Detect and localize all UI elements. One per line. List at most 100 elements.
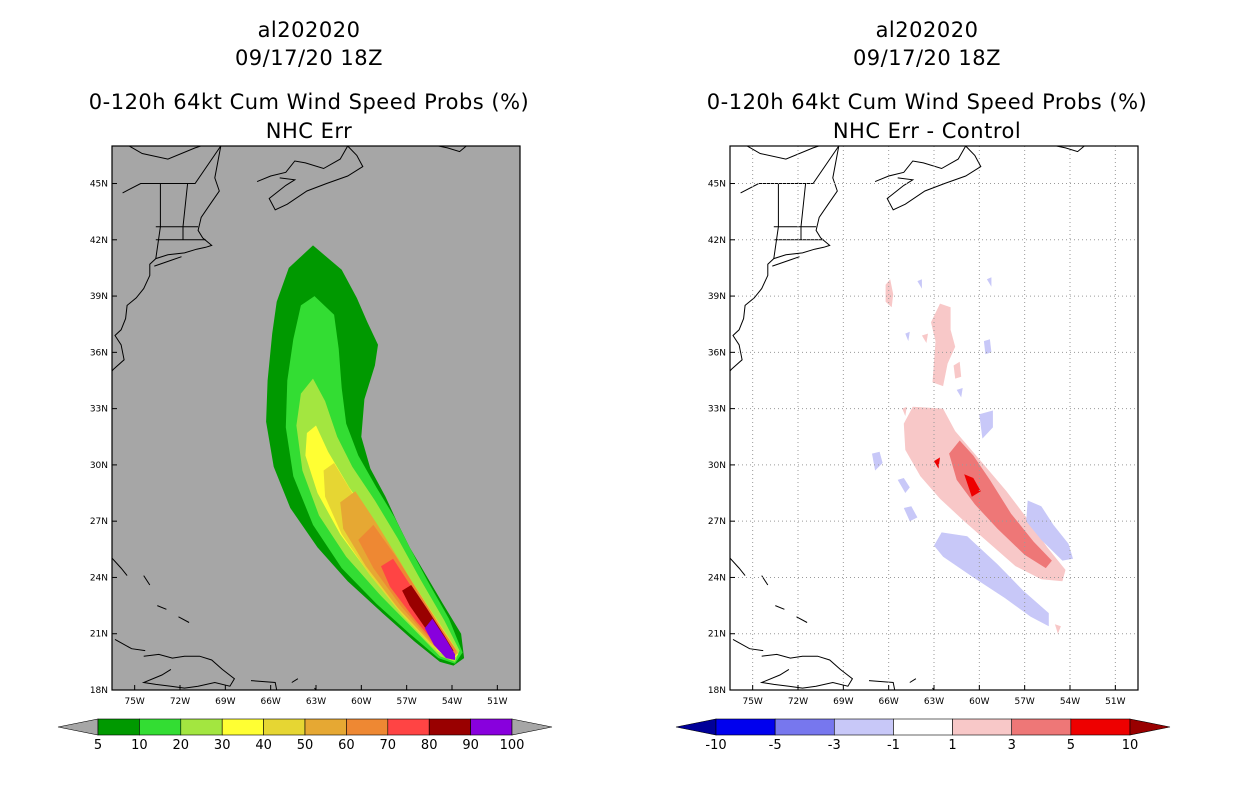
contour-neg1-12	[934, 532, 1049, 627]
probability-map: 75W 72W 69W 66W 63W 60W 57W 54W 51W 45N 42N 39N 36N 3…	[57, 145, 553, 753]
y-tick-label-3: 36N	[90, 348, 108, 358]
colorbar-box-8	[428, 718, 471, 736]
coastline-18	[909, 678, 917, 683]
x-tick-label-2: 69W	[215, 697, 235, 707]
chart-panel-nhc-err-control: al202020 09/17/20 18Z 0-120h 64kt Cum Wi…	[618, 0, 1236, 800]
coastline-2	[1053, 146, 1086, 153]
colorbar-box-2	[180, 718, 223, 736]
y-tick-label-7: 24N	[708, 573, 726, 583]
colorbar-label-5: 3	[1008, 738, 1016, 753]
contour-neg1-18	[956, 388, 963, 398]
y-tick-label-3: 36N	[708, 348, 726, 358]
y-tick-label-4: 33N	[90, 405, 108, 415]
coastline-1	[256, 146, 364, 211]
coastline-15	[732, 638, 764, 652]
chart-title: 0-120h 64kt Cum Wind Speed Probs (%)	[706, 90, 1148, 114]
coastline-10	[715, 523, 724, 562]
y-tick-label-0: 45N	[708, 180, 726, 190]
coastline-0	[128, 146, 222, 160]
colorbar-label-0: 5	[94, 738, 102, 753]
contour-3-7	[949, 440, 1052, 569]
coastline-3	[112, 146, 222, 372]
contour-10-1	[285, 296, 463, 664]
contour-1-2	[885, 279, 894, 308]
colorbar-box-6	[346, 718, 389, 736]
coastline-11	[730, 557, 746, 576]
coastline-12	[143, 575, 151, 586]
coastline-14	[178, 616, 190, 623]
x-tick-label-2: 69W	[833, 697, 853, 707]
coastline-1	[874, 146, 982, 211]
colorbar-box-0	[97, 718, 140, 736]
difference-map: 75W 72W 69W 66W 63W 60W 57W 54W 51W 45N 42N 39N 36N 3…	[675, 145, 1171, 753]
coastline-16	[759, 653, 854, 689]
contour-neg1-10	[979, 410, 993, 439]
coastline-14	[796, 616, 808, 623]
coastline-11	[112, 557, 128, 576]
coastline-19	[952, 705, 954, 709]
coastline-4	[122, 146, 222, 194]
y-tick-label-6: 27N	[90, 517, 108, 527]
colorbar-box-0	[715, 718, 776, 736]
x-tick-label-8: 51W	[1105, 697, 1125, 707]
contour-1-4	[902, 406, 907, 417]
coastline-9	[154, 256, 182, 267]
x-tick-label-0: 75W	[742, 697, 762, 707]
colorbar-label-3: -1	[887, 738, 900, 753]
y-tick-label-1: 42N	[90, 236, 108, 246]
coastline-4	[740, 146, 840, 194]
colorbar-label-10: 100	[500, 738, 525, 753]
chart-subtitle: NHC Err - Control	[832, 119, 1022, 143]
coastline-19	[334, 705, 336, 709]
contour-1-5	[1054, 624, 1061, 634]
contour-90-9	[424, 618, 455, 660]
coastline-2	[435, 146, 468, 153]
colorbar-box-1	[139, 718, 182, 736]
plot-area	[715, 146, 1138, 709]
contour-neg1-16	[983, 339, 992, 355]
coastline-18	[291, 678, 299, 683]
colorbar-label-1: 10	[131, 738, 148, 753]
coastline-9	[772, 256, 800, 267]
plot-area	[112, 146, 468, 709]
coastline-3	[730, 146, 840, 372]
contour-1-3	[953, 361, 962, 379]
x-tick-label-0: 75W	[124, 697, 144, 707]
colorbar-label-7: 10	[1122, 738, 1139, 753]
x-tick-label-1: 72W	[788, 697, 808, 707]
colorbar-label-3: 30	[214, 738, 231, 753]
colorbar-label-4: 40	[255, 738, 272, 753]
contour-neg1-15	[903, 506, 918, 522]
x-tick-label-7: 54W	[442, 697, 462, 707]
y-tick-label-4: 33N	[708, 405, 726, 415]
colorbar-box-5	[304, 718, 347, 736]
y-tick-label-1: 42N	[708, 236, 726, 246]
y-tick-label-7: 24N	[90, 573, 108, 583]
contour-neg1-14	[872, 451, 883, 471]
colorbar-high-triangle	[1129, 718, 1171, 736]
contour-neg1-13	[897, 478, 910, 493]
colorbar-box-1	[774, 718, 835, 736]
chart-panel-nhc-err: al202020 09/17/20 18Z 0-120h 64kt Cum Wi…	[57, 18, 553, 753]
date-title: 09/17/20 18Z	[234, 46, 384, 70]
contour-20-2	[296, 378, 460, 662]
coastline-0	[746, 146, 840, 160]
colorbar-label-0: -10	[705, 738, 726, 753]
coastline-16	[141, 653, 236, 689]
contour-neg1-17	[905, 331, 910, 342]
x-tick-label-1: 72W	[170, 697, 190, 707]
storm-id-title: al202020	[875, 18, 979, 42]
coastline-13	[775, 605, 785, 610]
colorbar-box-5	[1011, 718, 1072, 736]
x-tick-label-6: 57W	[1014, 697, 1034, 707]
coastline-17	[868, 680, 896, 690]
colorbar-label-6: 5	[1067, 738, 1075, 753]
coastline-17	[250, 680, 278, 690]
colorbar-label-4: 1	[948, 738, 956, 753]
colorbar-box-9	[470, 718, 513, 736]
x-tick-label-8: 51W	[487, 697, 507, 707]
colorbar-low-triangle	[675, 718, 717, 736]
colorbar-label-5: 50	[297, 738, 314, 753]
coastline-13	[157, 605, 167, 610]
y-tick-label-8: 21N	[708, 630, 726, 640]
